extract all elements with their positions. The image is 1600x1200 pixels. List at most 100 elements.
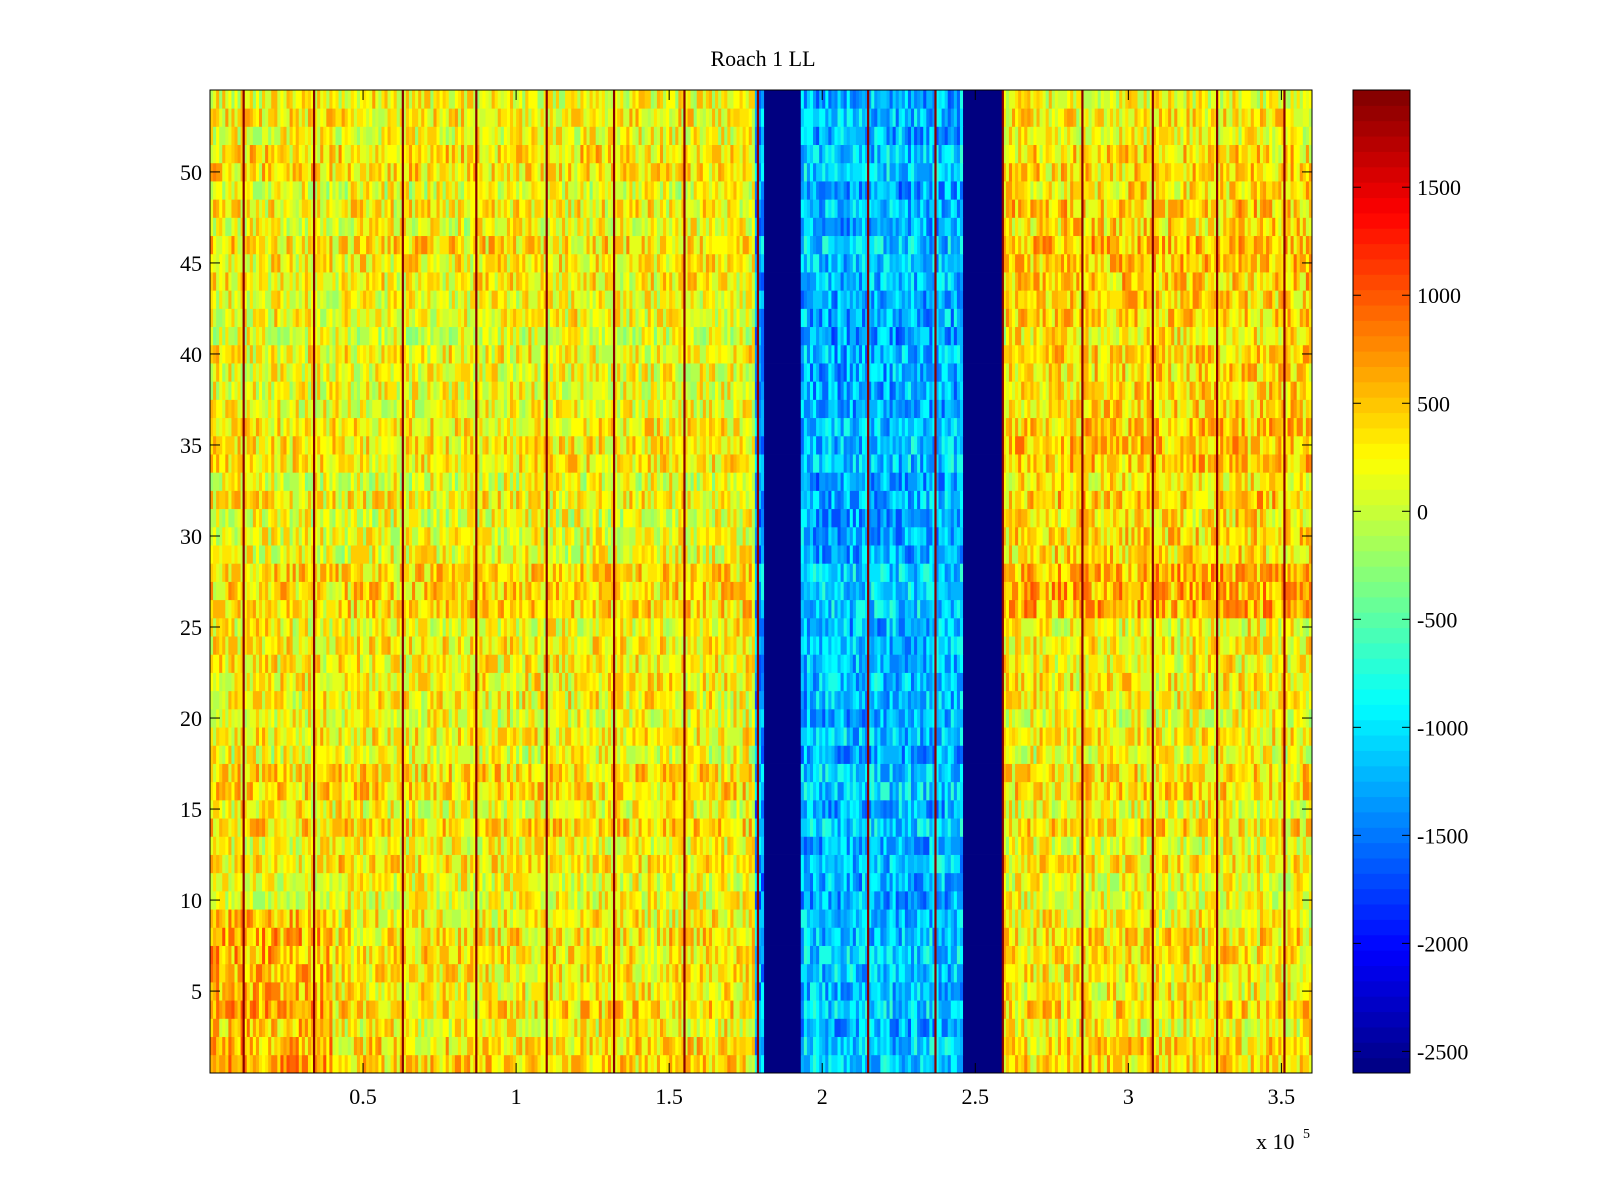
heatmap-cell [1293,1000,1298,1019]
heatmap-cell [298,763,303,783]
heatmap-cell [809,890,814,910]
heatmap-cell [473,781,477,801]
heatmap-cell [819,1054,823,1074]
heatmap-cell [659,890,664,910]
heatmap-cell [1116,909,1123,928]
heatmap-cell [1091,927,1096,946]
heatmap-cell [1134,799,1138,819]
heatmap-cell [1207,945,1212,965]
heatmap-cell [1207,818,1212,837]
heatmap-cell [748,963,753,983]
heatmap-cell [344,963,349,983]
heatmap-cell [828,981,832,1001]
heatmap-cell [1018,890,1022,910]
heatmap-cell [1030,854,1034,874]
heatmap-cell [372,781,376,801]
heatmap-cell [415,781,419,801]
heatmap-cell [1085,1054,1089,1074]
heatmap-cell [286,909,290,928]
heatmap-cell [1094,981,1099,1001]
heatmap-cell [907,1000,912,1019]
heatmap-cell [1054,1054,1059,1074]
heatmap-cell [571,1036,575,1056]
heatmap-cell [1220,854,1224,874]
heatmap-cell [216,909,220,928]
heatmap-cell [363,963,367,983]
heatmap-cell [601,854,606,874]
heatmap-cell [598,818,603,837]
heatmap-cell [402,981,407,1001]
heatmap-cell [650,818,655,837]
heatmap-cell [433,799,437,819]
heatmap-cell [1290,927,1295,946]
heatmap-cell [555,1018,560,1037]
heatmap-cell [816,1018,820,1037]
heatmap-cell [589,963,594,983]
heatmap-cell [721,1036,725,1056]
heatmap-cell [225,890,229,910]
heatmap-cell [378,1054,382,1074]
heatmap-cell [846,1018,851,1037]
heatmap-cell [632,854,636,874]
heatmap-cell [733,763,737,783]
heatmap-cell [963,1018,1004,1037]
heatmap-cell [543,818,548,837]
heatmap-cell [764,1054,802,1074]
heatmap-cell [1030,1000,1034,1019]
heatmap-cell [1143,836,1148,855]
heatmap-cell [549,818,554,837]
heatmap-cell [641,927,646,946]
heatmap-cell [1223,799,1227,819]
heatmap-cell [659,854,664,874]
heatmap-cell [304,1000,309,1019]
heatmap-cell [868,763,872,783]
heatmap-cell [482,763,486,783]
heatmap-cell [693,909,698,928]
heatmap-cell [1259,799,1264,819]
heatmap-cell [494,927,499,946]
heatmap-cell [1253,836,1258,855]
heatmap-cell [439,872,447,892]
heatmap-cell [228,1018,232,1037]
heatmap-cell [482,1018,486,1037]
heatmap-cell [1214,945,1218,965]
heatmap-cell [941,1036,946,1056]
heatmap-cell [344,854,352,874]
heatmap-cell [1137,981,1141,1001]
heatmap-cell [1002,1036,1007,1056]
heatmap-cell [1183,981,1187,1001]
heatmap-cell [577,890,581,910]
heatmap-cell [307,963,312,983]
heatmap-cell [436,1000,444,1019]
heatmap-cell [800,927,805,946]
heatmap-cell [540,963,548,983]
heatmap-cell [800,818,808,837]
heatmap-cell [865,1018,869,1037]
heatmap-cell [213,963,217,983]
heatmap-cell [549,799,554,819]
heatmap-cell [258,1000,263,1019]
heatmap-cell [1244,890,1249,910]
heatmap-cell [234,890,238,910]
heatmap-cell [1308,909,1313,928]
heatmap-cell [959,927,964,946]
heatmap-cell [329,981,333,1001]
heatmap-cell [295,981,300,1001]
heatmap-cell [503,763,508,783]
heatmap-cell [338,909,343,928]
heatmap-cell [1048,981,1053,1001]
heatmap-cell [454,872,459,892]
heatmap-cell [1244,818,1249,837]
heatmap-cell [301,909,306,928]
heatmap-cell [623,927,627,946]
heatmap-cell [249,781,254,801]
heatmap-cell [690,799,695,819]
heatmap-cell [1079,981,1083,1001]
heatmap-cell [350,909,355,928]
heatmap-cell [1269,854,1276,874]
heatmap-cell [384,799,388,819]
heatmap-cell [298,799,303,819]
heatmap-cell [516,1036,520,1056]
heatmap-cell [1067,1036,1071,1056]
heatmap-cell [650,909,655,928]
